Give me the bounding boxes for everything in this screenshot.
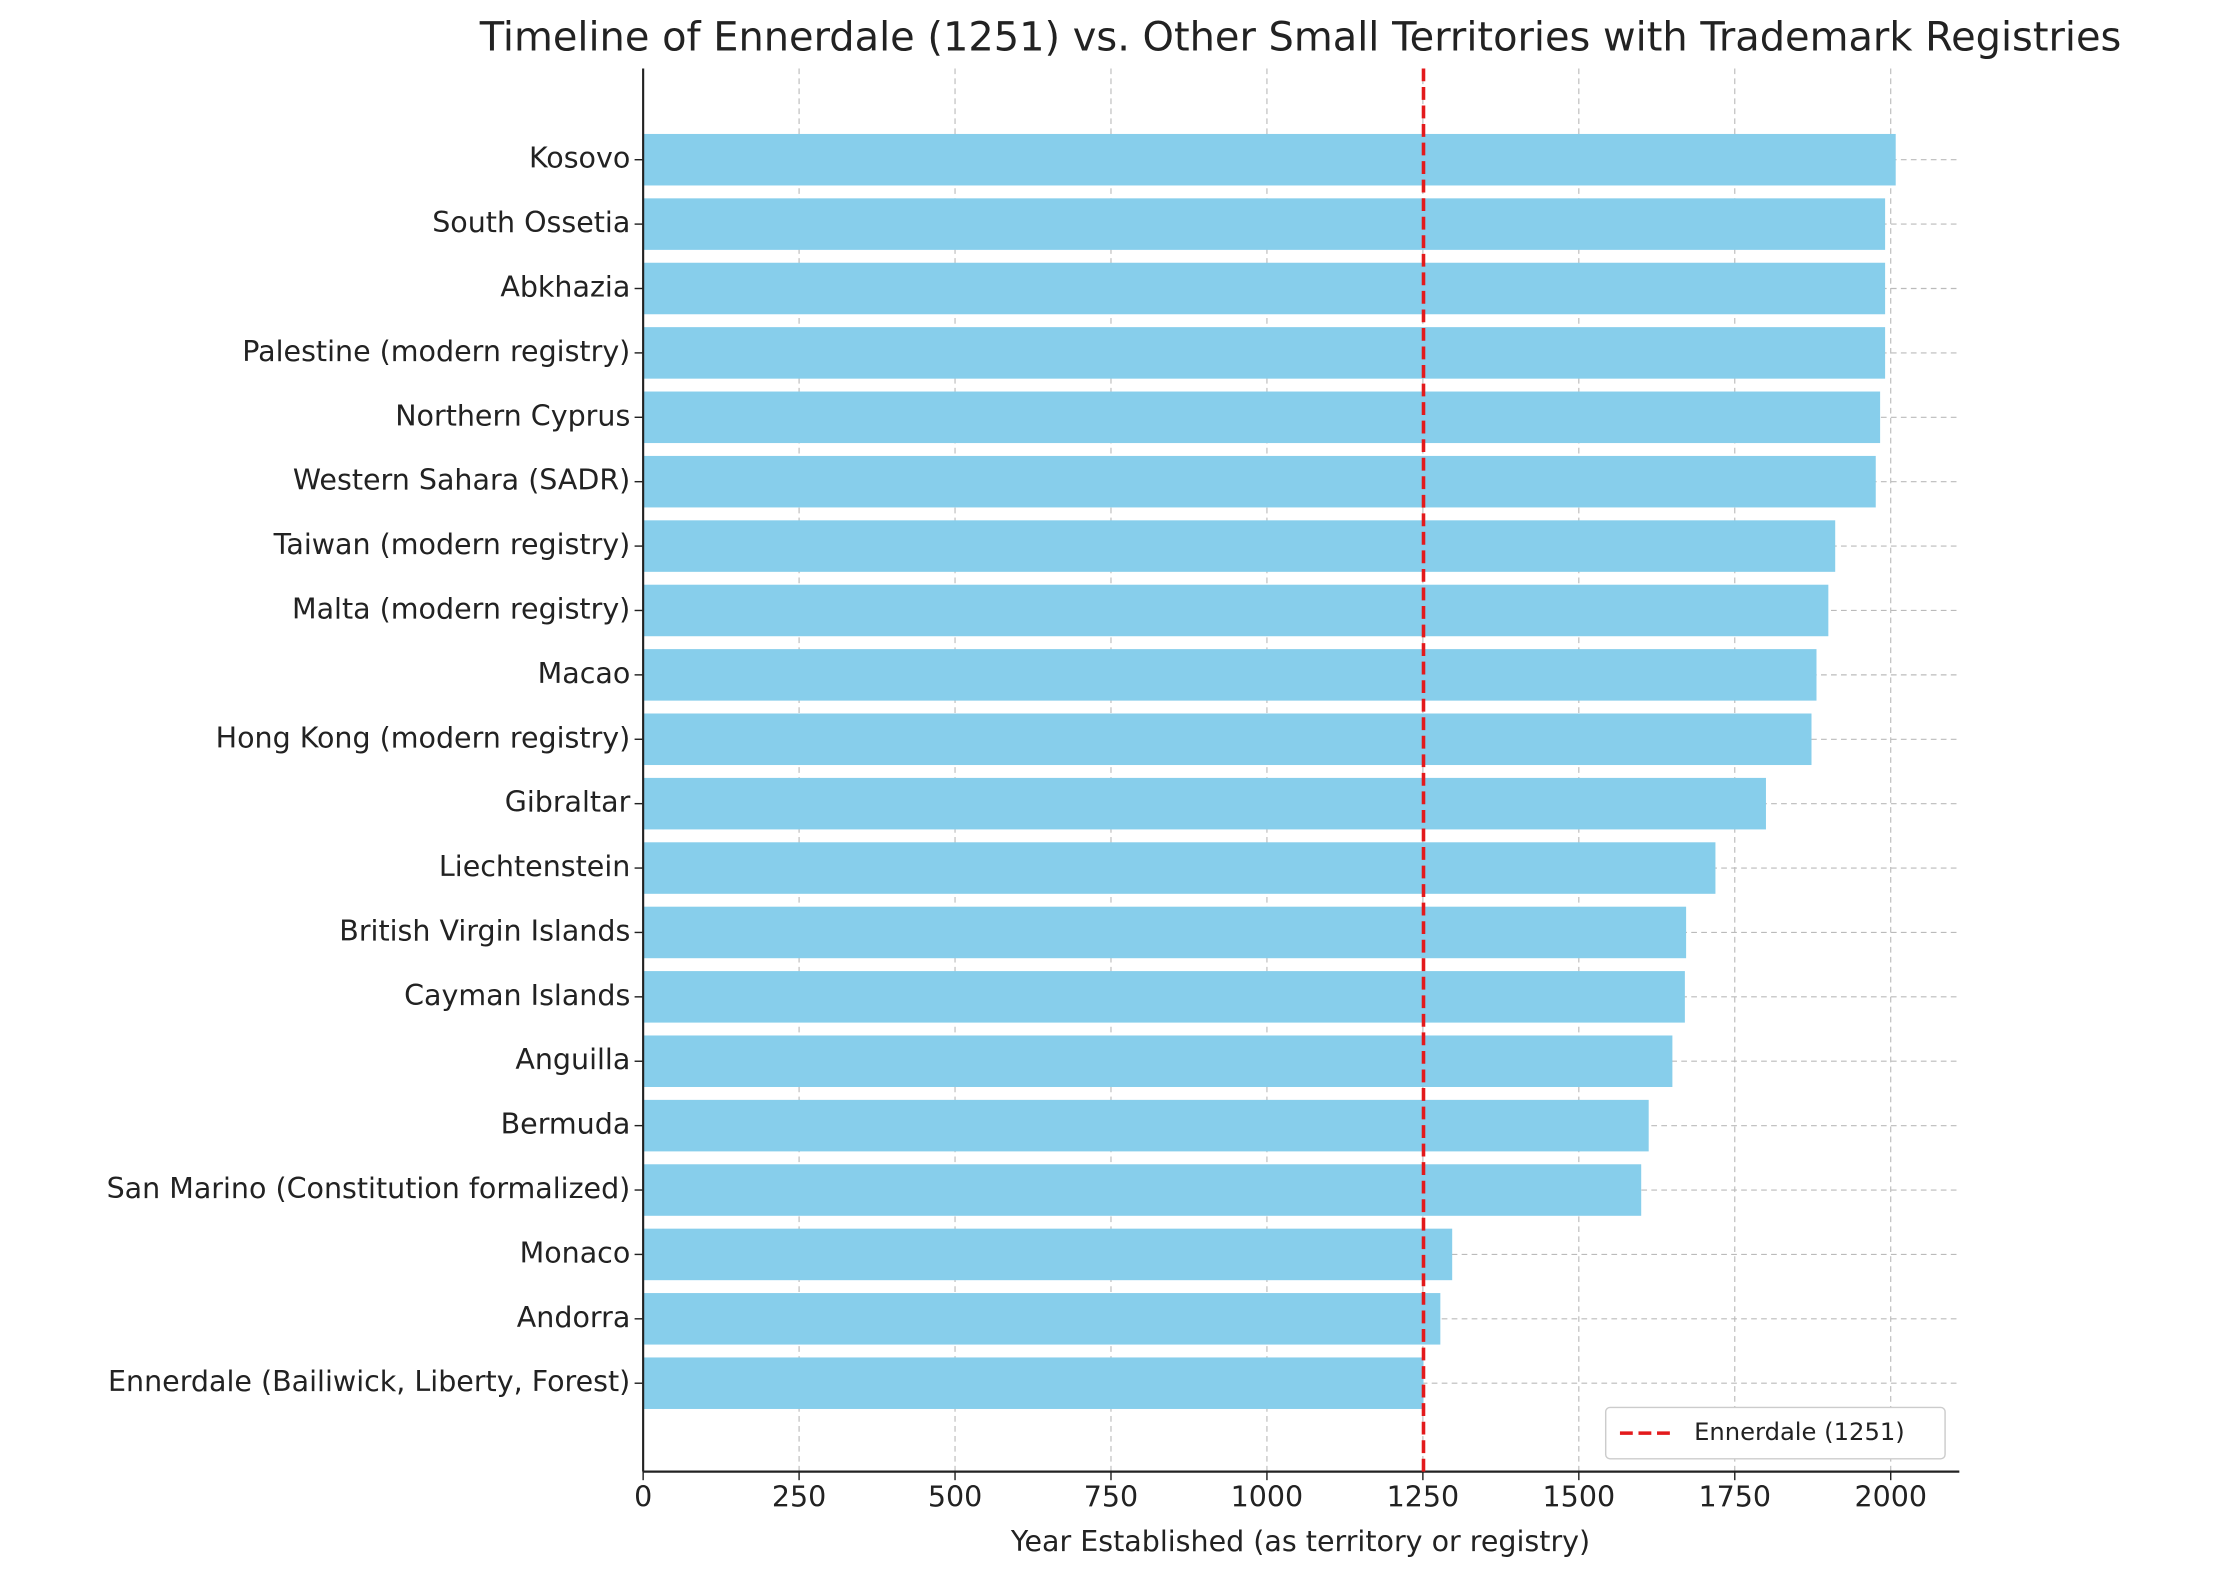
y-tick-label: Taiwan (modern registry) xyxy=(273,528,631,561)
y-tick-label: Abkhazia xyxy=(500,271,630,304)
y-tick-label: Northern Cyprus xyxy=(395,399,630,432)
x-tick-label: 500 xyxy=(928,1481,982,1514)
chart-title: Timeline of Ennerdale (1251) vs. Other S… xyxy=(479,14,2122,60)
y-tick-label: San Marino (Constitution formalized) xyxy=(107,1172,631,1205)
y-tick-label: Cayman Islands xyxy=(404,979,630,1012)
x-tick-label: 1750 xyxy=(1699,1481,1772,1514)
bar xyxy=(643,1164,1642,1216)
y-tick-label: Anguilla xyxy=(515,1043,630,1076)
bar xyxy=(643,842,1716,894)
bar xyxy=(643,1228,1453,1281)
bar xyxy=(643,133,1896,186)
bar xyxy=(643,971,1685,1023)
bar xyxy=(643,777,1766,830)
x-tick-label: 1500 xyxy=(1543,1481,1616,1514)
bar xyxy=(643,198,1886,250)
bar xyxy=(643,1293,1441,1345)
x-tick-label: 1250 xyxy=(1387,1481,1460,1514)
y-tick-label: Malta (modern registry) xyxy=(292,592,630,625)
bar xyxy=(643,262,1886,315)
bar xyxy=(643,649,1817,701)
bar xyxy=(643,713,1812,766)
x-tick-label: 0 xyxy=(634,1481,652,1514)
y-tick-label: Monaco xyxy=(520,1236,631,1269)
y-tick-label: Western Sahara (SADR) xyxy=(293,464,630,497)
x-tick-label: 1000 xyxy=(1231,1481,1304,1514)
y-tick-label: Liechtenstein xyxy=(439,850,630,883)
y-tick-label: Ennerdale (Bailiwick, Liberty, Forest) xyxy=(108,1365,630,1398)
legend-label: Ennerdale (1251) xyxy=(1694,1417,1905,1446)
y-tick-label: Hong Kong (modern registry) xyxy=(216,721,631,754)
x-tick-label: 2000 xyxy=(1854,1481,1927,1514)
bar xyxy=(643,906,1687,959)
bar xyxy=(643,455,1876,508)
bar xyxy=(643,1035,1673,1087)
bar xyxy=(643,1099,1649,1152)
x-axis-label: Year Established (as territory or regist… xyxy=(1010,1525,1590,1558)
y-tick-label: Palestine (modern registry) xyxy=(242,335,630,368)
y-tick-label: Macao xyxy=(538,657,631,690)
bar xyxy=(643,327,1886,379)
bar xyxy=(643,520,1836,572)
x-tick-label: 750 xyxy=(1084,1481,1138,1514)
legend-box xyxy=(1604,1406,1946,1460)
y-tick-label: South Ossetia xyxy=(432,206,630,239)
x-tick-label: 250 xyxy=(772,1481,826,1514)
bar xyxy=(643,391,1881,444)
bar xyxy=(643,584,1829,637)
y-tick-label: Kosovo xyxy=(529,142,630,175)
bar xyxy=(643,1357,1424,1409)
y-tick-label: British Virgin Islands xyxy=(339,914,630,947)
y-tick-label: Andorra xyxy=(517,1301,631,1334)
legend: Ennerdale (1251) xyxy=(1604,1406,1946,1460)
y-tick-label: Bermuda xyxy=(501,1108,631,1141)
y-tick-label: Gibraltar xyxy=(505,786,631,819)
